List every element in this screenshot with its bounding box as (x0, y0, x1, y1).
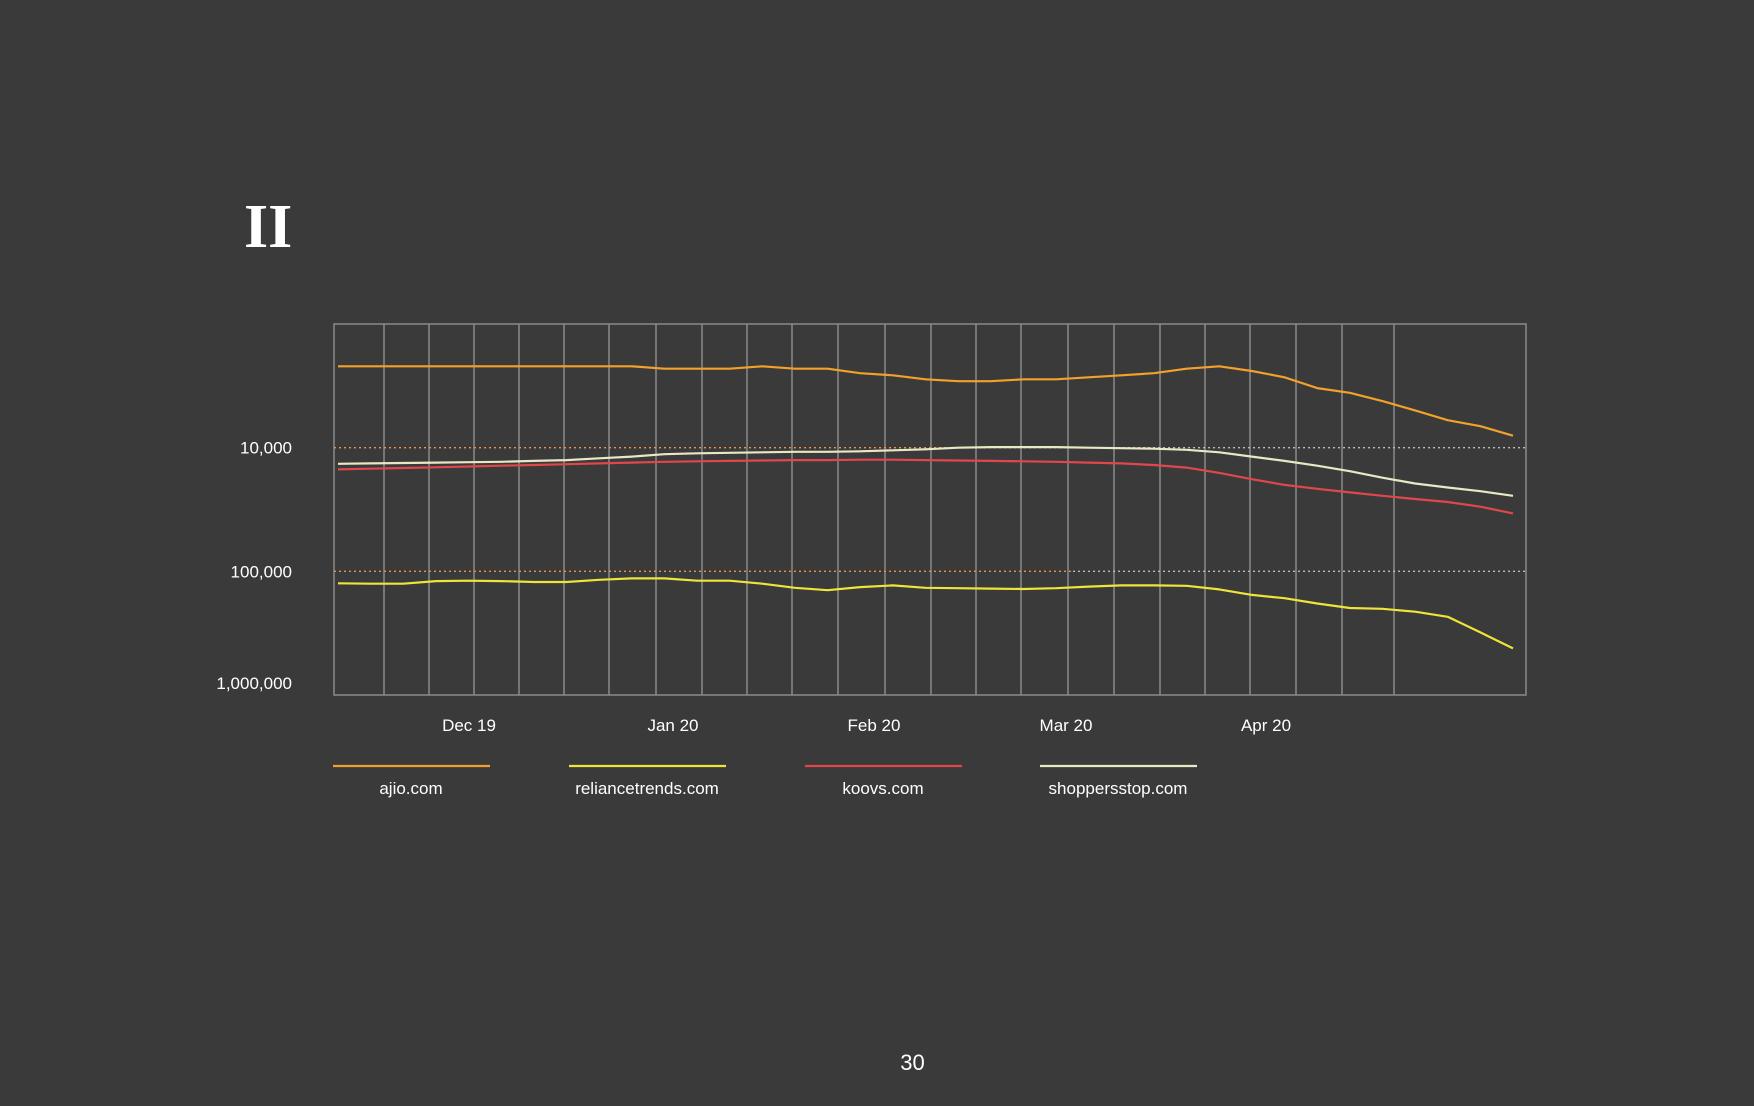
legend-label: koovs.com (842, 779, 923, 798)
x-tick-label: Apr 20 (1241, 716, 1291, 735)
x-tick-label: Mar 20 (1040, 716, 1093, 735)
y-axis-ticks: 10,000 100,000 1,000,000 (216, 439, 292, 693)
legend-label: shoppersstop.com (1049, 779, 1188, 798)
series-line (337, 446, 1514, 497)
x-tick-label: Jan 20 (647, 716, 698, 735)
series-line (337, 577, 1514, 650)
series-line (337, 458, 1514, 515)
legend-label: reliancetrends.com (575, 779, 719, 798)
y-tick-label: 1,000,000 (216, 674, 292, 693)
x-axis-ticks: Dec 19 Jan 20 Feb 20 Mar 20 Apr 20 (442, 716, 1291, 735)
section-numeral: II (244, 193, 293, 261)
y-tick-label: 100,000 (231, 562, 292, 581)
page-number: 30 (900, 1050, 925, 1075)
x-tick-label: Dec 19 (442, 716, 496, 735)
chart-legend: ajio.com reliancetrends.com koovs.com shopp… (333, 764, 1197, 798)
chart-series (337, 365, 1514, 650)
y-tick-label: 10,000 (240, 439, 292, 458)
series-line (338, 365, 1514, 437)
x-tick-label: Feb 20 (848, 716, 901, 735)
legend-label: ajio.com (379, 779, 442, 798)
chart-grid (333, 323, 1527, 696)
plot-frame (333, 323, 1527, 696)
